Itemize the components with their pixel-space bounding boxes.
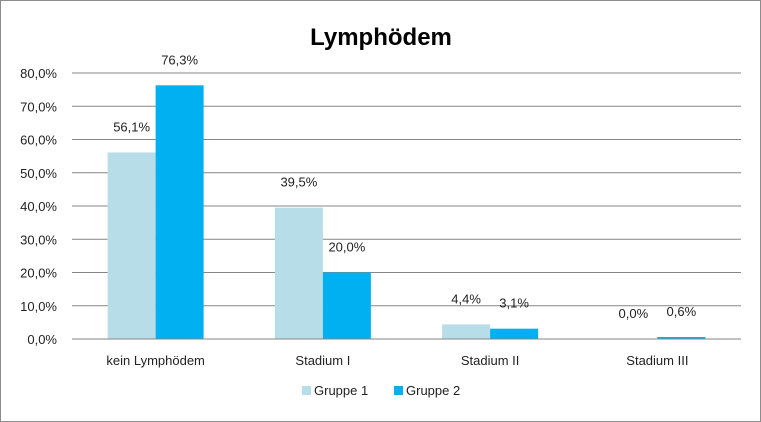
data-label: 0,0% [619, 306, 649, 321]
y-tick-label: 70,0% [20, 99, 57, 114]
data-label: 39,5% [280, 175, 317, 190]
y-tick-label: 80,0% [20, 66, 57, 81]
data-label: 20,0% [328, 240, 365, 255]
x-axis-ticks: kein Lymphödem Stadium I Stadium II Stadium… [106, 353, 688, 368]
bar [274, 207, 323, 339]
bar [657, 337, 706, 339]
y-tick-label: 10,0% [20, 299, 57, 314]
data-label: 3,1% [499, 296, 529, 311]
bar [322, 272, 371, 339]
x-tick-label: Stadium II [461, 353, 520, 368]
x-tick-label: Stadium III [626, 353, 688, 368]
legend-label: Gruppe 1 [314, 383, 368, 398]
y-axis-ticks: 0,0% 10,0% 20,0% 30,0% 40,0% 50,0% 60,0% 70,0% 8… [20, 66, 57, 347]
chart-title: Lymphödem [310, 24, 452, 51]
bar [442, 324, 491, 339]
y-tick-label: 0,0% [27, 332, 57, 347]
y-tick-label: 50,0% [20, 166, 57, 181]
data-label: 0,6% [667, 304, 697, 319]
legend-label: Gruppe 2 [406, 383, 460, 398]
y-tick-label: 40,0% [20, 199, 57, 214]
x-tick-label: kein Lymphödem [106, 353, 205, 368]
data-label: 56,1% [113, 119, 150, 134]
y-tick-label: 60,0% [20, 133, 57, 148]
y-tick-label: 30,0% [20, 232, 57, 247]
bar [107, 152, 156, 339]
bar [490, 328, 539, 339]
data-labels: 56,1% 76,3% 39,5% 20,0% 4,4% 3,1% 0,0% 0,6% [113, 52, 696, 321]
y-tick-label: 20,0% [20, 266, 57, 281]
legend-swatch [302, 386, 311, 395]
legend-swatch [394, 386, 403, 395]
data-label: 4,4% [451, 291, 481, 306]
bars [107, 85, 706, 340]
bar [155, 85, 204, 340]
data-label: 76,3% [161, 52, 198, 67]
legend: Gruppe 1 Gruppe 2 [302, 383, 460, 398]
x-tick-label: Stadium I [295, 353, 350, 368]
